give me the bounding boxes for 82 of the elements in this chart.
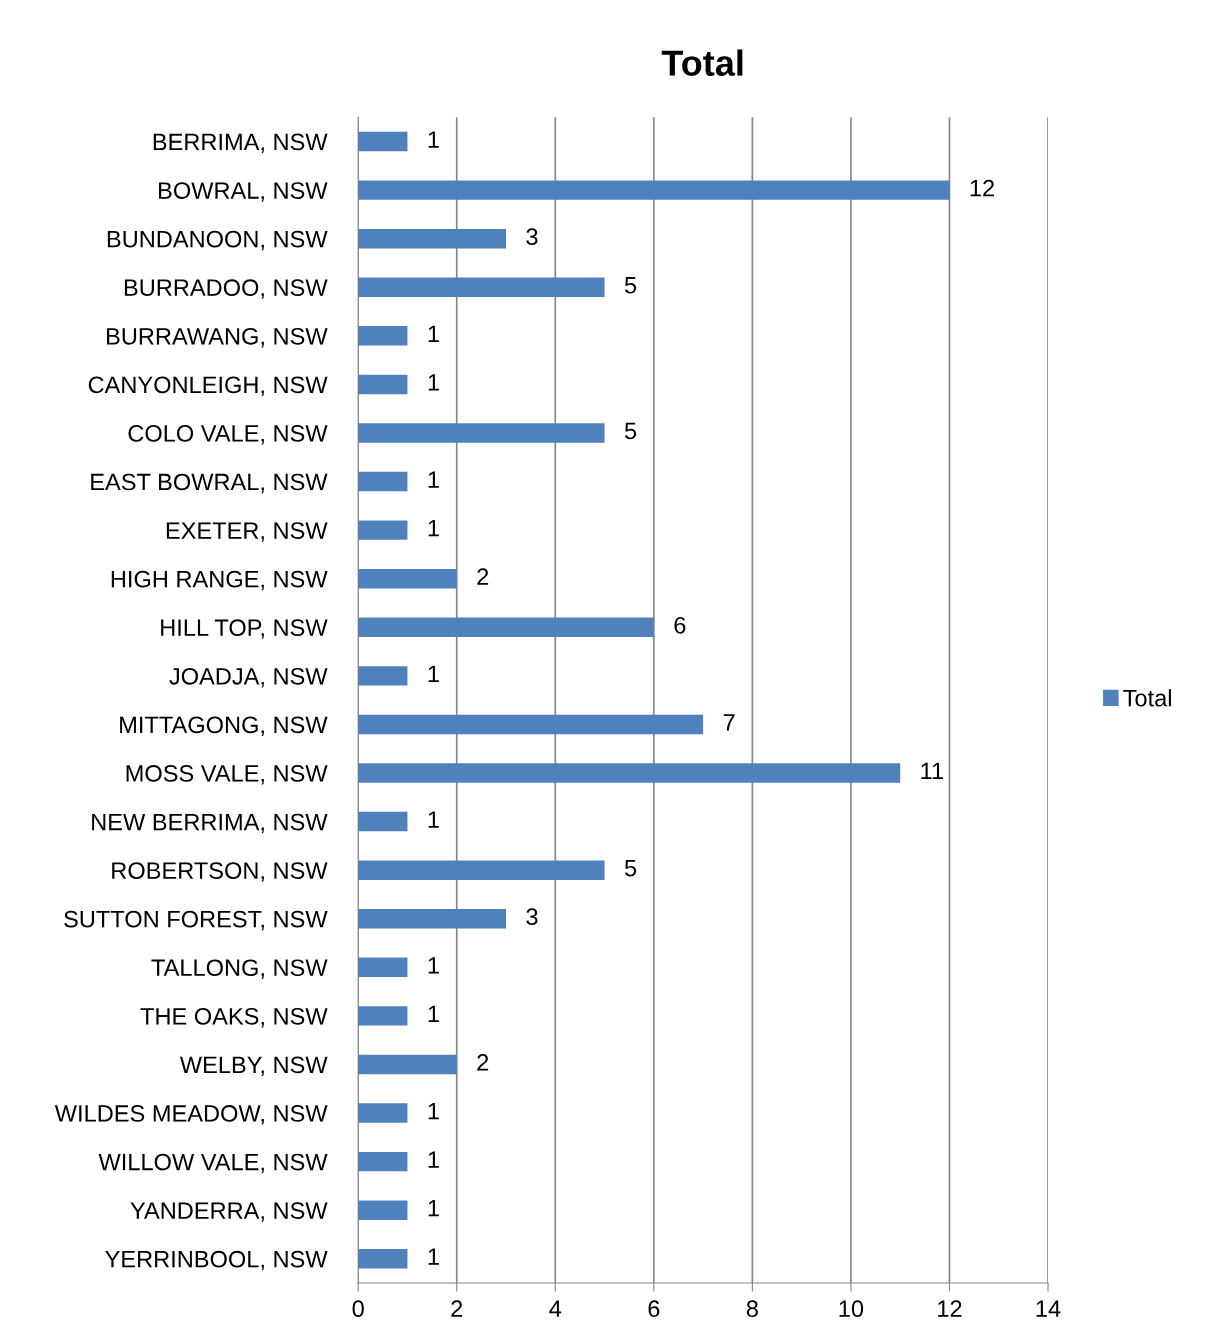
y-tick-label: BUNDANOON, NSW [107,230,328,251]
y-tick-label: BURRADOO, NSW [124,279,328,299]
data-label: 3 [526,228,538,246]
y-tick-label: SUTTON FOREST, NSW [64,910,328,931]
y-tick-label: COLO VALE, NSW [128,425,328,445]
bar [358,569,457,589]
bar [358,423,605,443]
x-tick-label: 12 [938,1300,962,1317]
bar [358,617,654,637]
data-label: 5 [624,860,637,877]
y-tick-label: MITTAGONG, NSW [120,716,328,737]
bar [358,180,950,200]
x-tick-label: 14 [1036,1300,1061,1317]
x-tick-label: 0 [352,1300,364,1318]
y-tick-label: BURRAWANG, NSW [107,327,328,348]
y-tick-label: WILLOW VALE, NSW [98,1153,328,1174]
bar [358,228,506,249]
data-label: 2 [477,568,489,585]
y-tick-label: JOADJA, NSW [169,667,328,688]
data-label: 1 [428,1248,439,1265]
data-label: 1 [428,325,439,342]
y-tick-label: MOSS VALE, NSW [126,765,328,785]
bar [358,1006,408,1026]
x-tick-label: 2 [451,1300,463,1317]
data-label: 7 [723,714,735,731]
bar [358,374,408,395]
bar [358,763,901,783]
bar [358,860,605,880]
data-label: 1 [428,957,439,974]
y-tick-label: THE OAKS, NSW [140,1007,328,1028]
y-tick-label: EAST BOWRAL, NSW [91,473,328,494]
data-label: 2 [477,1054,489,1071]
y-tick-label: BOWRAL, NSW [159,182,328,202]
bar [358,1054,457,1075]
bar [358,714,704,735]
bar [358,131,408,152]
data-label: 1 [428,1005,439,1022]
data-label: 5 [624,277,637,294]
y-tick-label: EXETER, NSW [166,522,328,542]
data-label: 1 [428,811,439,828]
y-tick-label: YANDERRA, NSW [130,1202,328,1222]
bar [358,326,408,346]
data-label: 1 [428,520,439,537]
bar [358,811,408,832]
legend-label: Total [1123,689,1171,707]
data-label: 3 [526,908,538,926]
data-label: 1 [428,131,439,148]
x-tick-label: 4 [549,1300,562,1317]
bar [358,909,506,929]
data-label: 1 [428,471,439,488]
y-tick-label: ROBERTSON, NSW [112,862,328,882]
bar [358,957,408,978]
x-tick-label: 10 [839,1300,864,1318]
bar [358,666,408,686]
bar [358,277,605,297]
data-label: 11 [921,762,944,780]
data-label: 1 [428,1102,439,1120]
bar [358,1200,408,1220]
y-tick-label: WELBY, NSW [179,1056,328,1077]
bar [358,1103,408,1123]
data-label: 6 [674,616,686,634]
bar [358,520,408,540]
y-tick-label: HIGH RANGE, NSW [111,570,328,591]
data-label: 5 [624,422,637,440]
data-label: 1 [428,1151,439,1168]
y-tick-label: TALLONG, NSW [151,959,328,979]
y-tick-label: YERRINBOOL, NSW [105,1250,328,1271]
chart-title: Total [661,49,743,76]
bar [358,471,408,492]
y-tick-label: CANYONLEIGH, NSW [88,376,328,396]
data-label: 12 [970,179,994,197]
y-tick-label: BERRIMA, NSW [153,133,328,154]
x-tick-label: 8 [746,1300,758,1318]
data-label: 1 [428,374,439,391]
data-label: 1 [428,665,439,682]
data-label: 1 [428,1200,439,1217]
y-tick-label: HILL TOP, NSW [161,619,328,639]
x-tick-label: 6 [648,1300,660,1318]
y-tick-label: WILDES MEADOW, NSW [54,1105,328,1125]
bar [358,1249,408,1269]
bar [358,1151,408,1172]
y-tick-label: NEW BERRIMA, NSW [92,813,328,834]
